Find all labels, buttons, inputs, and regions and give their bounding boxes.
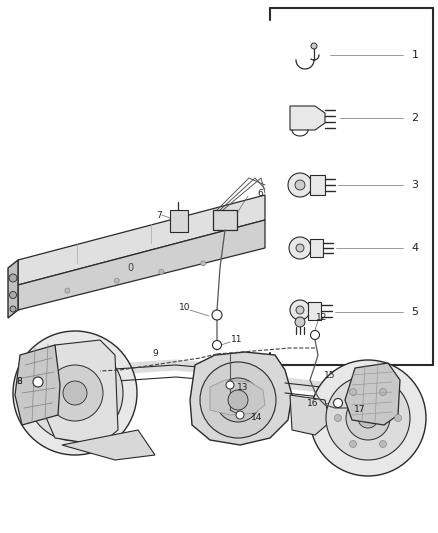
- Circle shape: [114, 278, 119, 283]
- Polygon shape: [18, 195, 265, 285]
- Circle shape: [33, 377, 43, 387]
- Polygon shape: [8, 260, 18, 318]
- Text: 10: 10: [179, 303, 190, 312]
- Text: 6: 6: [257, 189, 263, 198]
- Circle shape: [295, 317, 305, 327]
- Circle shape: [295, 180, 305, 190]
- Polygon shape: [18, 220, 265, 310]
- Text: 8: 8: [16, 377, 22, 386]
- Polygon shape: [290, 106, 325, 130]
- Circle shape: [200, 362, 276, 438]
- Circle shape: [379, 389, 386, 395]
- Text: 8: 8: [16, 377, 22, 386]
- Circle shape: [212, 310, 222, 320]
- Text: 4: 4: [411, 243, 419, 253]
- Circle shape: [290, 300, 310, 320]
- Polygon shape: [62, 430, 155, 460]
- Circle shape: [236, 411, 244, 419]
- Circle shape: [47, 365, 103, 421]
- Circle shape: [228, 390, 248, 410]
- Circle shape: [10, 306, 16, 312]
- Text: 7: 7: [156, 211, 162, 220]
- Circle shape: [346, 396, 390, 440]
- Circle shape: [335, 415, 342, 422]
- Text: 15: 15: [324, 370, 336, 379]
- Text: 3: 3: [411, 180, 418, 190]
- Polygon shape: [290, 395, 330, 435]
- Circle shape: [350, 389, 357, 395]
- Text: 5: 5: [411, 307, 418, 317]
- Polygon shape: [345, 363, 400, 425]
- Circle shape: [311, 330, 319, 340]
- Circle shape: [350, 440, 357, 448]
- Circle shape: [333, 399, 343, 408]
- Circle shape: [159, 269, 164, 274]
- Circle shape: [310, 360, 426, 476]
- Polygon shape: [210, 380, 265, 415]
- Circle shape: [10, 292, 17, 298]
- Circle shape: [27, 345, 123, 441]
- Polygon shape: [310, 175, 325, 195]
- Polygon shape: [308, 302, 321, 320]
- Circle shape: [358, 408, 378, 428]
- Circle shape: [311, 43, 317, 49]
- Circle shape: [212, 341, 222, 350]
- Circle shape: [9, 274, 17, 282]
- Text: 9: 9: [152, 350, 158, 359]
- Text: 1: 1: [411, 50, 418, 60]
- Text: 2: 2: [411, 113, 419, 123]
- Text: 0: 0: [127, 263, 133, 273]
- Circle shape: [226, 381, 234, 389]
- Polygon shape: [310, 239, 323, 257]
- Circle shape: [395, 415, 402, 422]
- Text: 17: 17: [354, 406, 366, 415]
- Text: 16: 16: [307, 399, 318, 408]
- Text: 13: 13: [237, 384, 249, 392]
- Circle shape: [296, 244, 304, 252]
- Circle shape: [296, 306, 304, 314]
- Text: 11: 11: [231, 335, 243, 344]
- Circle shape: [326, 376, 410, 460]
- Circle shape: [379, 440, 386, 448]
- Circle shape: [288, 173, 312, 197]
- Circle shape: [65, 288, 70, 293]
- Polygon shape: [170, 210, 188, 232]
- Circle shape: [289, 237, 311, 259]
- Text: 12: 12: [316, 313, 328, 322]
- Circle shape: [216, 378, 260, 422]
- Polygon shape: [45, 340, 118, 445]
- Circle shape: [201, 261, 206, 266]
- Circle shape: [13, 331, 137, 455]
- Polygon shape: [213, 210, 237, 230]
- Circle shape: [63, 381, 87, 405]
- Text: 14: 14: [251, 414, 263, 423]
- Polygon shape: [190, 352, 292, 445]
- Polygon shape: [15, 345, 60, 425]
